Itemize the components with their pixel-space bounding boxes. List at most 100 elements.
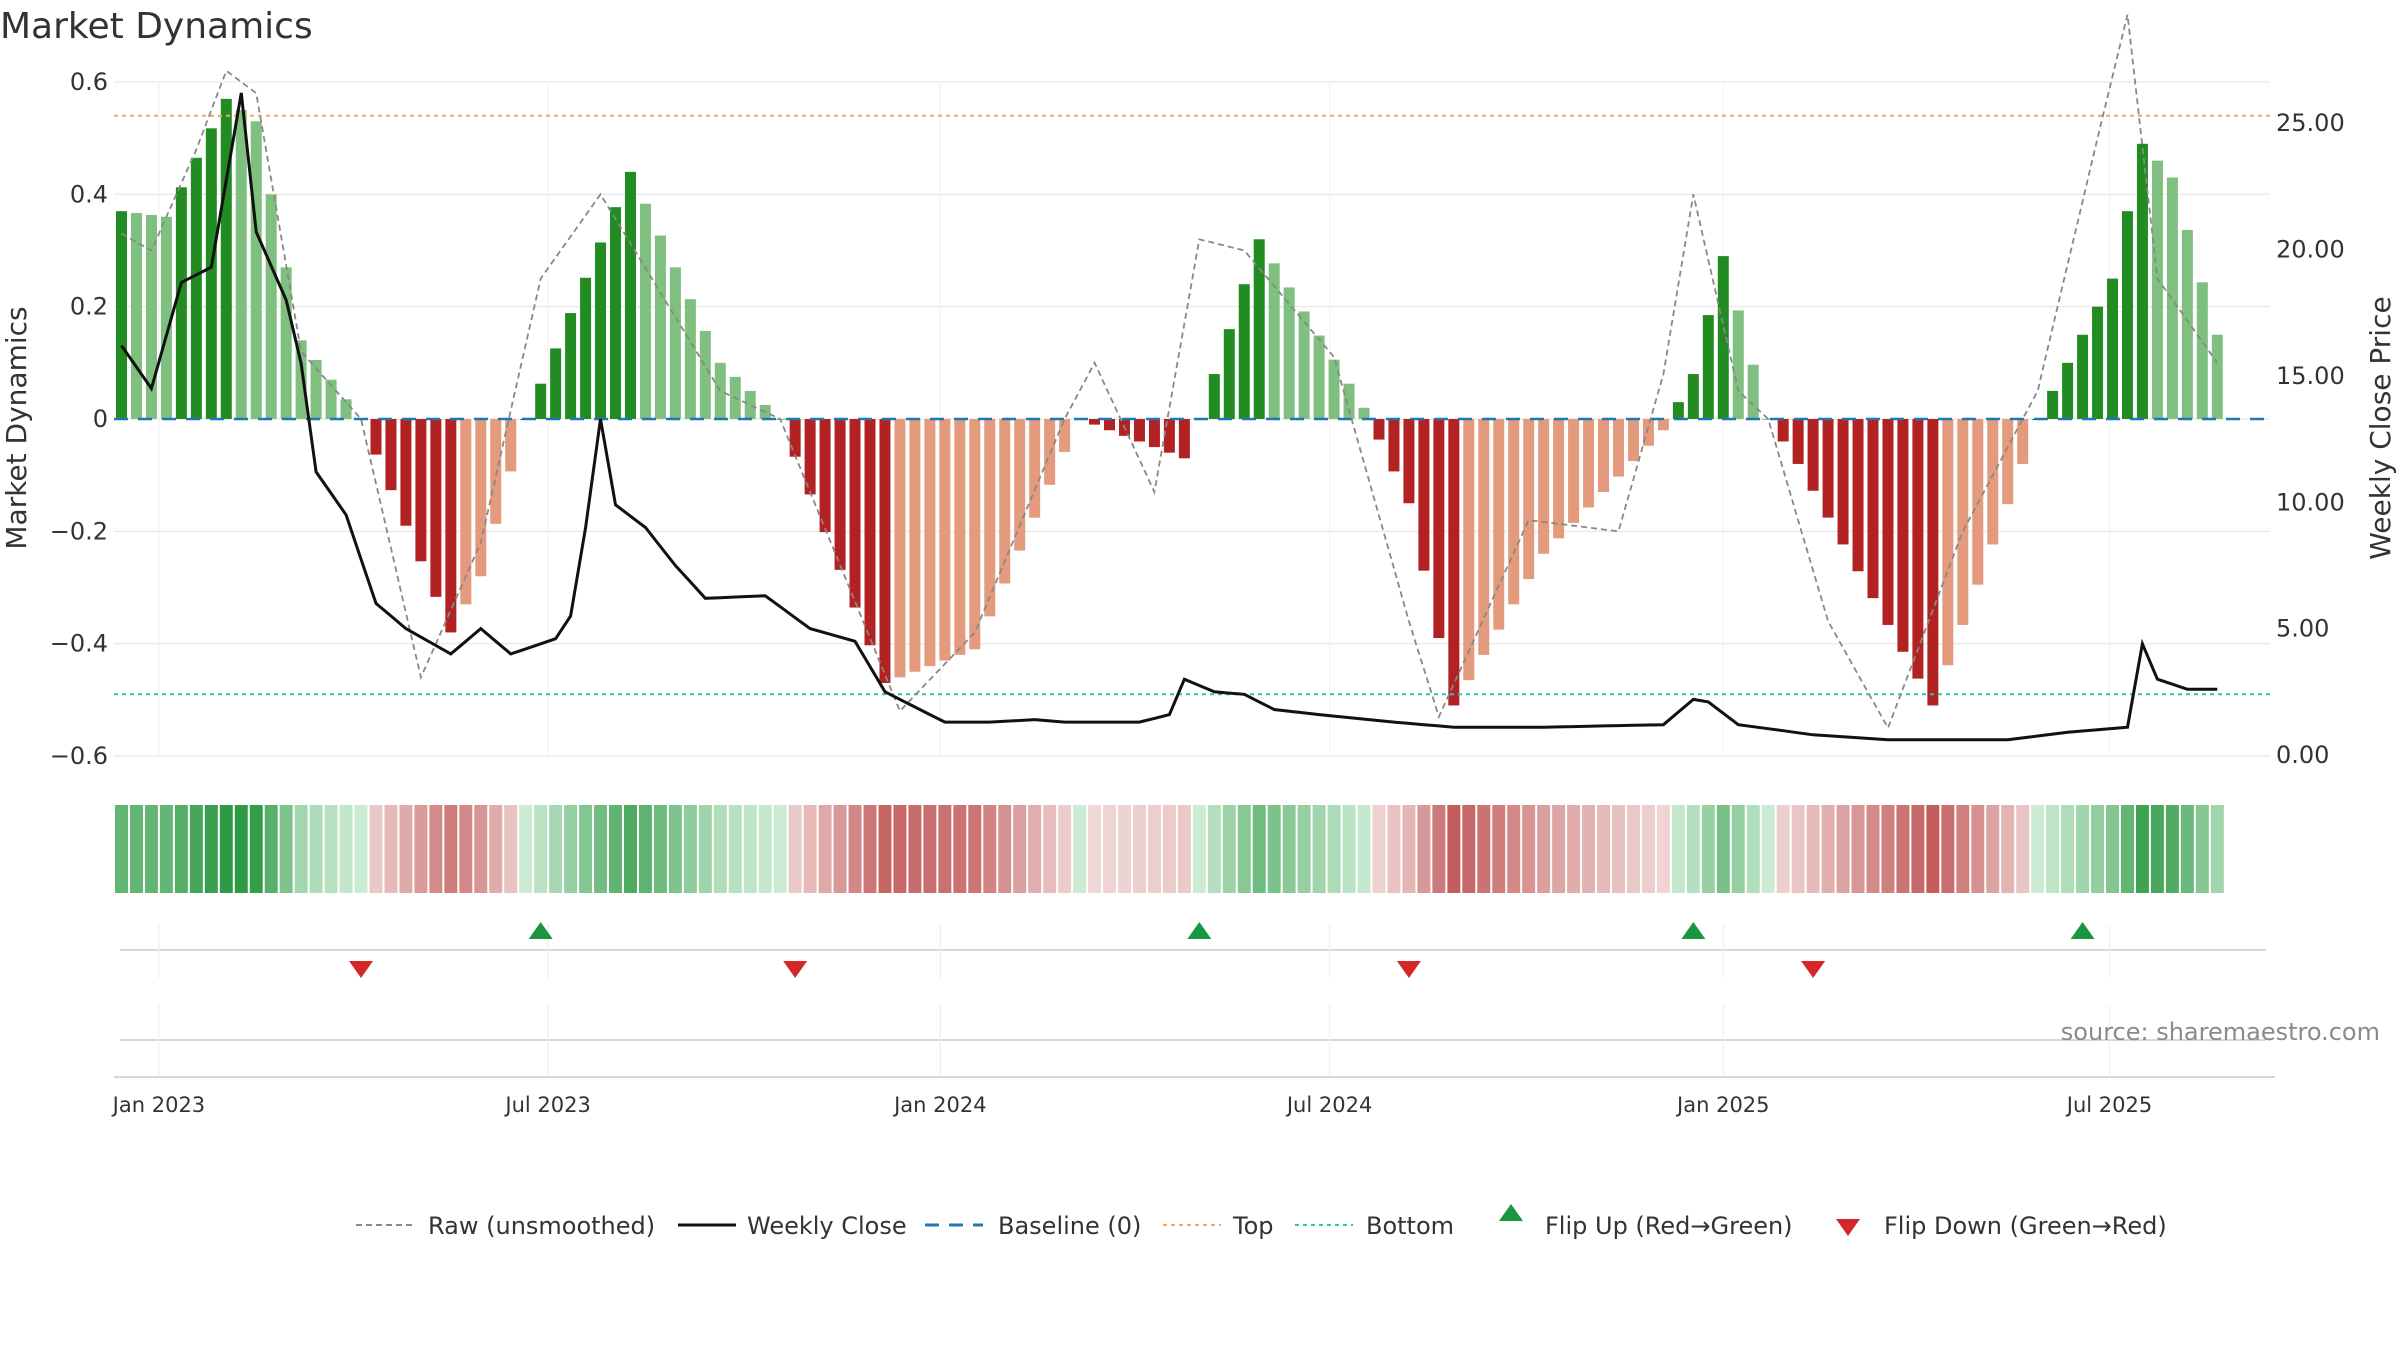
bar: [2077, 334, 2089, 419]
regime-cell: [1073, 805, 1087, 893]
legend-item: Raw (unsmoothed): [356, 1212, 655, 1240]
regime-cell: [264, 805, 278, 893]
regime-cell: [234, 805, 248, 893]
regime-cell: [1327, 805, 1341, 893]
regime-cell: [1866, 805, 1880, 893]
regime-cell: [1971, 805, 1985, 893]
bar: [1268, 263, 1280, 419]
bar: [1433, 419, 1445, 639]
bar: [1538, 419, 1550, 554]
regime-cell: [309, 805, 323, 893]
bar: [1343, 383, 1355, 419]
regime-cell: [803, 805, 817, 893]
bar: [849, 419, 861, 608]
y-tick-right: 20.00: [2276, 236, 2345, 264]
bar: [1957, 419, 1969, 625]
bar: [160, 216, 172, 419]
regime-cell: [1821, 805, 1835, 893]
regime-cell: [1686, 805, 1700, 893]
legend-label: Bottom: [1366, 1212, 1454, 1240]
regime-cell: [2180, 805, 2194, 893]
y-tick-right: 10.00: [2276, 488, 2345, 516]
y-tick-right: 15.00: [2276, 362, 2345, 390]
bar: [1762, 419, 1774, 420]
regime-cell: [2210, 805, 2224, 893]
regime-cell: [1447, 805, 1461, 893]
y-tick-left: −0.2: [50, 517, 108, 545]
regime-cell: [1462, 805, 1476, 893]
bar: [954, 419, 966, 655]
bar: [1478, 419, 1490, 655]
regime-cell: [1117, 805, 1131, 893]
bar: [130, 213, 142, 419]
x-tick-label: Jul 2024: [1285, 1093, 1372, 1117]
regime-cell: [1896, 805, 1910, 893]
regime-cell: [1537, 805, 1551, 893]
bar: [295, 340, 307, 419]
bar: [2121, 211, 2133, 419]
regime-cell: [1641, 805, 1655, 893]
regime-cell: [189, 805, 203, 893]
bar: [235, 110, 247, 419]
regime-cell: [1806, 805, 1820, 893]
regime-cell: [1656, 805, 1670, 893]
bar: [220, 98, 232, 419]
regime-cell: [1177, 805, 1191, 893]
regime-cell: [2076, 805, 2090, 893]
bar: [1702, 315, 1714, 419]
regime-cell: [2016, 805, 2030, 893]
regime-cell: [1357, 805, 1371, 893]
bar: [2017, 419, 2029, 464]
regime-cell: [1342, 805, 1356, 893]
regime-cell: [1881, 805, 1895, 893]
bar: [1388, 419, 1400, 472]
x-tick-label: Jul 2025: [2065, 1093, 2152, 1117]
regime-cell: [1716, 805, 1730, 893]
regime-cell: [1926, 805, 1940, 893]
regime-cell: [1103, 805, 1117, 893]
bar: [280, 267, 292, 419]
bar: [400, 419, 412, 526]
bar: [1208, 374, 1220, 419]
bar: [1178, 419, 1190, 459]
bar: [1059, 419, 1071, 452]
regime-cell: [1417, 805, 1431, 893]
bar: [1089, 419, 1101, 425]
regime-cell: [115, 805, 128, 893]
regime-cell: [609, 805, 623, 893]
regime-cell: [1986, 805, 2000, 893]
bar: [2211, 334, 2223, 419]
regime-cell: [1402, 805, 1416, 893]
bar: [1882, 419, 1894, 625]
legend-label: Top: [1232, 1212, 1274, 1240]
bar: [430, 419, 442, 597]
bar: [145, 214, 157, 419]
regime-cell: [1282, 805, 1296, 893]
bar: [1523, 419, 1535, 580]
legend-item: Bottom: [1295, 1212, 1454, 1240]
bar: [1253, 239, 1265, 419]
bar: [490, 419, 502, 524]
regime-cell: [399, 805, 413, 893]
regime-cell: [638, 805, 652, 893]
regime-cell: [1567, 805, 1581, 893]
regime-cell: [1267, 805, 1281, 893]
regime-cell: [1791, 805, 1805, 893]
bar: [1568, 419, 1580, 523]
regime-cell: [1477, 805, 1491, 893]
bar: [1598, 419, 1610, 493]
bar: [1942, 419, 1954, 666]
bar: [265, 194, 277, 419]
regime-cell: [713, 805, 727, 893]
bar: [1867, 419, 1879, 599]
bar: [1238, 284, 1250, 419]
bar: [789, 419, 801, 457]
regime-cell: [653, 805, 667, 893]
regime-cell: [504, 805, 518, 893]
regime-cell: [683, 805, 697, 893]
bar: [1987, 419, 1999, 545]
regime-cell: [2165, 805, 2179, 893]
regime-cell: [2120, 805, 2134, 893]
regime-cell: [474, 805, 488, 893]
